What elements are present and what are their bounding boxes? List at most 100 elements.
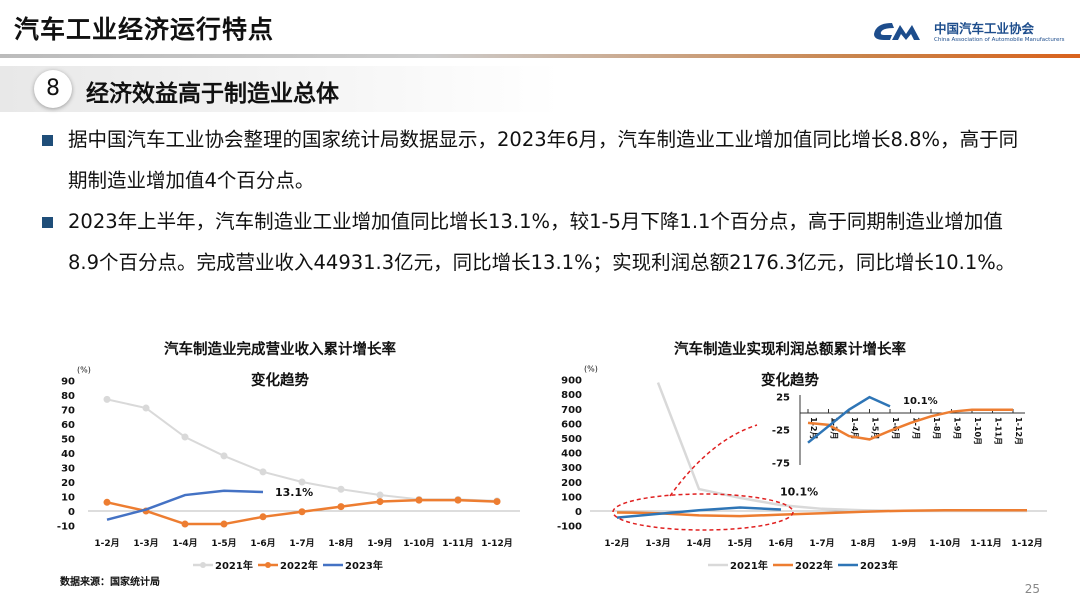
section-title: 经济效益高于制造业总体	[86, 81, 339, 107]
y-tick-label: 300	[561, 463, 582, 474]
x-tick-label: 1-7月	[809, 538, 834, 549]
legend-marker	[200, 562, 206, 568]
legend-label: 2022年	[795, 559, 833, 572]
legend-label: 2023年	[345, 559, 383, 572]
x-tick-label: 1-4月	[172, 538, 197, 549]
data-label: 10.1%	[780, 486, 818, 499]
data-point	[220, 520, 228, 528]
cam-logo-icon	[874, 22, 920, 40]
x-tick-label: 1-6月	[250, 538, 275, 549]
inset-x-tick-label: 1-11月	[994, 417, 1003, 445]
chart2-subtitle: 变化趋势	[761, 373, 819, 389]
x-tick-label: 1-4月	[686, 538, 711, 549]
inset-series-line-2023年	[807, 395, 891, 444]
y-tick-label: 600	[561, 419, 582, 430]
x-tick-label: 1-8月	[850, 538, 875, 549]
y-tick-label: 200	[561, 478, 582, 489]
y-tick-label: 400	[561, 449, 582, 460]
y-tick-label: -100	[557, 522, 582, 533]
data-point	[298, 508, 306, 516]
y-tick-label: 30	[61, 464, 75, 475]
x-tick-label: 1-7月	[289, 538, 314, 549]
data-point	[103, 498, 111, 506]
page-number: 25	[1024, 582, 1040, 596]
y-tick-label: -10	[57, 522, 75, 533]
logo-text-en: China Association of Automobile Manufact…	[934, 37, 1065, 43]
logo: 中国汽车工业协会 China Association of Automobile…	[872, 18, 1064, 43]
x-tick-label: 1-6月	[768, 538, 793, 549]
section-number: 8	[34, 70, 72, 108]
callout-connector	[669, 424, 758, 497]
chart1-subtitle: 变化趋势	[251, 373, 309, 389]
series-line-2021年	[656, 382, 1027, 513]
inset-y-tick-label: -25	[772, 426, 790, 437]
highlight-ellipse	[612, 493, 794, 531]
legend-marker	[265, 562, 271, 568]
x-tick-label: 1-8月	[328, 538, 353, 549]
inset-x-tick-label: 1-2月	[809, 417, 818, 439]
data-point	[337, 503, 345, 511]
x-tick-label: 1-3月	[133, 538, 158, 549]
logo-text-cn: 中国汽车工业协会	[934, 21, 1035, 36]
y-tick-label: 50	[61, 435, 75, 446]
legend-label: 2021年	[215, 559, 253, 572]
data-point	[376, 498, 384, 506]
data-point	[220, 452, 228, 460]
series-line-2023年	[106, 489, 264, 521]
inset-data-label: 10.1%	[903, 396, 938, 407]
series-line-2023年	[616, 506, 782, 519]
x-tick-label: 1-11月	[970, 538, 1002, 549]
series-line-2022年	[616, 509, 1027, 518]
legend-label: 2021年	[730, 559, 768, 572]
inset-x-tick-label: 1-4月	[850, 417, 859, 439]
y-tick-label: 40	[61, 449, 75, 460]
y-tick-label: 10	[61, 493, 75, 504]
inset-y-tick-label: 25	[776, 393, 790, 404]
y-tick-label: 0	[68, 507, 75, 518]
legend-label: 2022年	[280, 559, 318, 572]
y-tick-label: 80	[61, 391, 75, 402]
y-tick-label: 100	[561, 492, 582, 503]
x-tick-label: 1-10月	[929, 538, 961, 549]
y-tick-label: 20	[61, 478, 75, 489]
x-tick-label: 1-2月	[604, 538, 629, 549]
data-point	[298, 478, 306, 486]
x-tick-label: 1-9月	[891, 538, 916, 549]
x-tick-label: 1-11月	[442, 538, 474, 549]
bullet-text: 2023年上半年，汽车制造业工业增加值同比增长13.1%，较1-5月下降1.1个…	[68, 210, 1016, 274]
y-tick-label: 60	[61, 420, 75, 431]
inset-x-tick-label: 1-5月	[871, 417, 880, 439]
bullet-item: 据中国汽车工业协会整理的国家统计局数据显示，2023年6月，汽车制造业工业增加值…	[42, 119, 1032, 201]
x-tick-label: 1-12月	[481, 538, 513, 549]
data-point	[376, 491, 384, 499]
data-point	[259, 468, 267, 476]
chart1-title: 汽车制造业完成营业收入累计增长率	[164, 342, 396, 358]
inset-series-line-2022年	[807, 408, 1013, 441]
y-tick-label: 900	[561, 376, 582, 387]
bullet-item: 2023年上半年，汽车制造业工业增加值同比增长13.1%，较1-5月下降1.1个…	[42, 201, 1032, 283]
data-point	[181, 520, 189, 528]
section-band	[0, 66, 560, 112]
data-point	[103, 395, 111, 403]
y-tick-label: 0	[575, 507, 582, 518]
chart2-title: 汽车制造业实现利润总额累计增长率	[674, 342, 906, 358]
bullet-square-icon	[42, 217, 53, 228]
data-point	[493, 498, 501, 506]
y-tick-label: 800	[561, 390, 582, 401]
bullet-text: 据中国汽车工业协会整理的国家统计局数据显示，2023年6月，汽车制造业工业增加值…	[68, 128, 1019, 192]
x-tick-label: 1-5月	[727, 538, 752, 549]
data-label: 13.1%	[275, 486, 313, 499]
legend-label: 2023年	[860, 559, 898, 572]
data-point	[142, 404, 150, 412]
data-source: 数据来源：国家统计局	[60, 577, 160, 588]
x-tick-label: 1-5月	[211, 538, 236, 549]
y-tick-label: 500	[561, 434, 582, 445]
bullet-square-icon	[42, 135, 53, 146]
slide-title: 汽车工业经济运行特点	[14, 15, 275, 44]
data-point	[337, 485, 345, 493]
y-tick-label: 90	[61, 377, 75, 388]
x-tick-label: 1-3月	[645, 538, 670, 549]
data-point	[415, 496, 423, 504]
y-tick-label: 700	[561, 405, 582, 416]
